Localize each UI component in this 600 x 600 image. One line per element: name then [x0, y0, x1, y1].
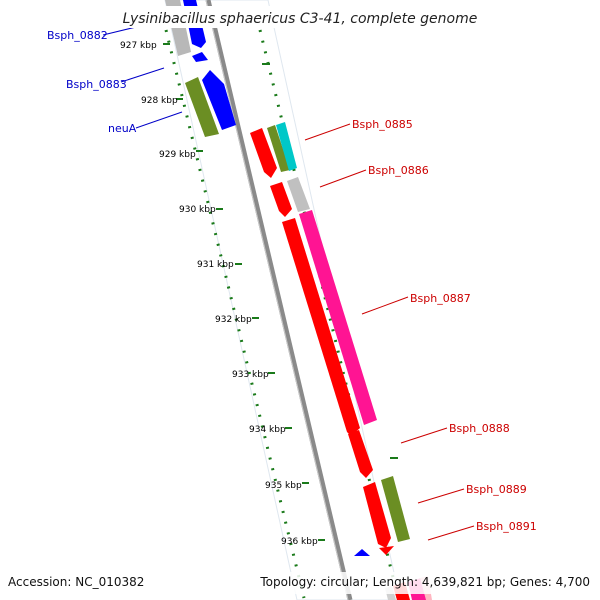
track-outline [164, 0, 401, 600]
leader-line [361, 296, 409, 315]
leader-line [120, 67, 165, 83]
title-backdrop [120, 6, 480, 28]
gene-label-right[interactable]: Bsph_0886 [368, 164, 429, 177]
tick-label: 930 kbp [179, 205, 216, 215]
tick-label: 932 kbp [215, 315, 252, 325]
page-title: Lysinibacillus sphaericus C3-41, complet… [123, 11, 478, 27]
leader-line [400, 427, 448, 444]
gene-label-right[interactable]: Bsph_0888 [449, 422, 510, 435]
gene-feature[interactable] [250, 128, 277, 178]
gene-label-right[interactable]: Bsph_0889 [466, 483, 527, 496]
gene-feature[interactable] [192, 52, 208, 62]
right-labels: Bsph_0885 Bsph_0886 Bsph_0887 Bsph_0888 … [304, 118, 537, 541]
gene-feature[interactable] [267, 125, 290, 172]
gene-feature[interactable] [185, 77, 219, 137]
leader-line [319, 169, 367, 188]
genome-backbone [205, 0, 353, 600]
accession-text: Accession: NC_010382 [8, 575, 144, 589]
tick-label: 934 kbp [249, 425, 286, 435]
leader-line [417, 488, 465, 504]
leader-line [304, 123, 351, 141]
gene-label-right[interactable]: Bsph_0887 [410, 292, 471, 305]
gene-feature[interactable] [202, 70, 236, 130]
tick-label: 929 kbp [159, 150, 196, 160]
tick-label: 936 kbp [281, 537, 318, 547]
gene-feature[interactable] [276, 122, 297, 171]
gene-feature[interactable] [354, 549, 370, 556]
tick-group: 927 kbp 928 kbp 929 kbp 930 kbp 931 kbp … [120, 41, 325, 547]
gene-label-left[interactable]: Bsph_0883 [66, 78, 127, 91]
gene-label-left[interactable]: Bsph_0882 [47, 29, 108, 42]
gene-feature[interactable] [287, 177, 310, 212]
tick-label: 935 kbp [265, 481, 302, 491]
genome-backbone-highlight [205, 0, 349, 600]
gene-feature[interactable] [363, 482, 391, 548]
gene-feature[interactable] [299, 210, 377, 425]
gene-feature[interactable] [348, 430, 373, 478]
leader-line [427, 525, 475, 541]
left-labels: Bsph_0882 Bsph_0883 neuA [47, 19, 183, 135]
tick-label: 927 kbp [120, 41, 157, 51]
tick-label: 933 kbp [232, 370, 269, 380]
topology-text: Topology: circular; Length: 4,639,821 bp… [259, 575, 590, 589]
tick-label: 931 kbp [197, 260, 234, 270]
gene-feature[interactable] [282, 218, 360, 436]
tick-label: 928 kbp [141, 96, 178, 106]
leader-line [135, 111, 183, 129]
gene-label-right[interactable]: Bsph_0891 [476, 520, 537, 533]
footer-backdrop [0, 572, 600, 594]
gene-label-right[interactable]: Bsph_0885 [352, 118, 413, 131]
gene-feature[interactable] [381, 476, 410, 542]
gene-feature[interactable] [379, 546, 394, 555]
gene-feature[interactable] [270, 182, 292, 217]
gene-label-left[interactable]: neuA [108, 122, 137, 135]
gene-features [165, 0, 432, 600]
